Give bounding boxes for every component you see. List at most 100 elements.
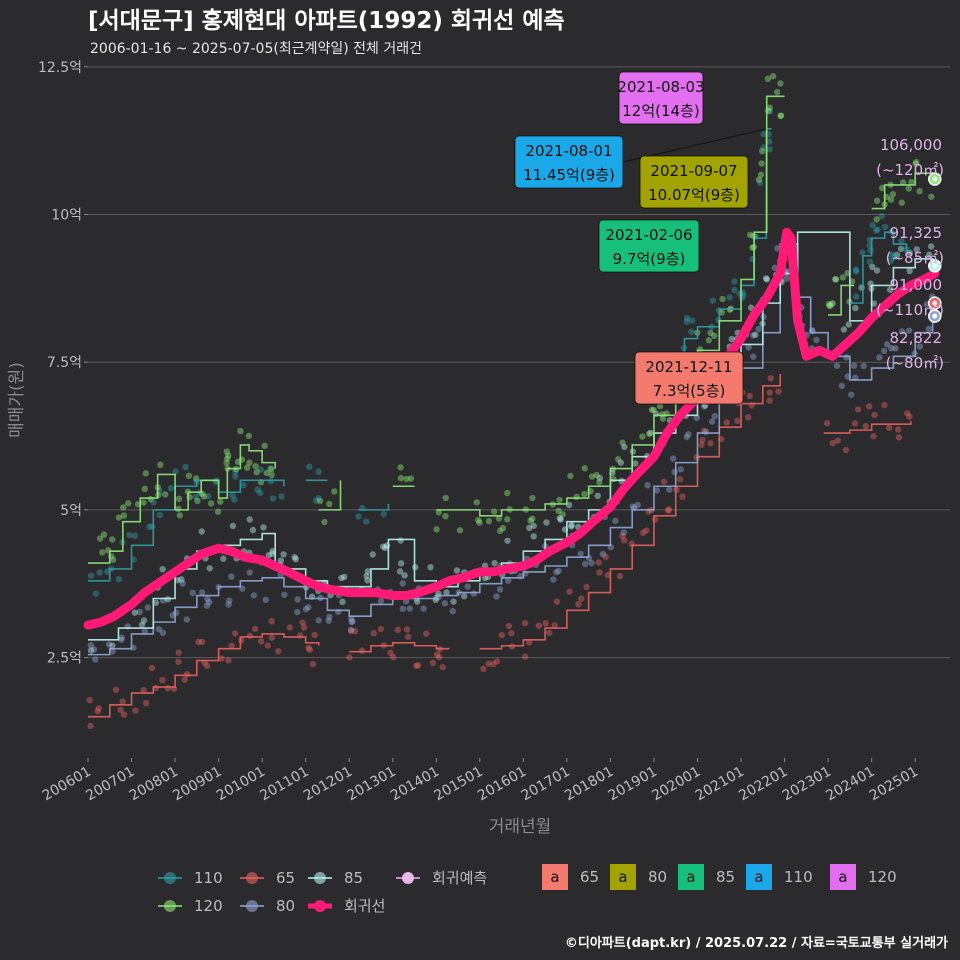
data-point [758, 160, 765, 167]
data-point [760, 130, 767, 138]
legend-box-label: 110 [784, 868, 813, 886]
data-point [226, 597, 233, 604]
data-point [321, 518, 328, 526]
data-point [557, 516, 564, 523]
data-point [406, 605, 413, 612]
data-point [897, 245, 905, 253]
x-tick-label: 202201 [736, 764, 790, 805]
data-point [665, 507, 672, 514]
data-point [731, 278, 738, 285]
data-point [658, 411, 666, 418]
data-point [294, 596, 301, 603]
data-point [92, 590, 100, 597]
data-point [231, 496, 238, 503]
data-point [414, 662, 422, 669]
data-point [347, 627, 355, 635]
data-point [204, 493, 212, 500]
series-line-120 [828, 284, 855, 316]
annotation-date: 2021-12-11 [645, 358, 732, 376]
data-point [138, 621, 146, 628]
data-point [253, 469, 260, 476]
data-point [401, 572, 408, 579]
data-point [331, 488, 338, 495]
data-point [95, 705, 102, 712]
data-point [555, 507, 562, 515]
data-point [826, 302, 833, 310]
data-point [888, 345, 895, 352]
x-tick-label: 201301 [344, 764, 398, 805]
data-point [559, 511, 566, 518]
data-point [578, 595, 585, 602]
data-point [873, 216, 880, 223]
data-point [175, 649, 182, 656]
series-line-65 [823, 421, 912, 434]
data-point [118, 634, 126, 641]
data-point [866, 258, 874, 266]
forecast-points: 106,000 (~120㎡) 91,325 (~85㎡) 91,000 (~110㎡) 8… [876, 136, 944, 372]
data-point [338, 574, 345, 582]
data-point [777, 80, 784, 87]
data-point [905, 185, 912, 192]
data-point [94, 707, 101, 715]
data-point [229, 492, 236, 499]
data-point [604, 571, 612, 579]
data-point [702, 428, 710, 436]
data-point [369, 551, 376, 558]
data-point [172, 609, 180, 617]
data-point [152, 599, 160, 606]
data-point [325, 617, 332, 624]
regression-line [83, 227, 940, 630]
data-point [711, 332, 718, 340]
data-point [363, 572, 370, 580]
data-point [750, 353, 757, 360]
data-point [257, 638, 265, 645]
data-point [175, 505, 182, 513]
data-point [341, 573, 348, 581]
data-point [156, 511, 163, 519]
data-point [441, 600, 449, 607]
data-point [229, 522, 237, 530]
data-point [698, 441, 705, 448]
data-point [669, 455, 677, 462]
data-point [749, 332, 757, 339]
data-point [832, 276, 839, 283]
data-point [581, 490, 588, 498]
data-point [739, 289, 746, 296]
data-point [120, 504, 127, 511]
data-point [899, 179, 907, 186]
data-point [109, 642, 116, 649]
data-point [913, 246, 920, 253]
data-point [203, 602, 211, 609]
data-point [898, 237, 905, 245]
data-point [566, 588, 573, 595]
data-point [251, 625, 259, 633]
data-point [530, 533, 537, 540]
data-point [752, 331, 759, 339]
data-point [688, 328, 695, 335]
data-point [485, 517, 493, 525]
data-point [99, 549, 106, 556]
data-point [839, 274, 847, 281]
data-point [140, 617, 148, 624]
data-point [157, 461, 164, 468]
data-point [708, 418, 716, 425]
data-point [865, 403, 873, 410]
data-point [87, 647, 95, 654]
data-point [200, 493, 207, 500]
data-point [150, 499, 157, 506]
data-point [734, 417, 741, 425]
data-point [364, 568, 372, 575]
series-line-110 [849, 231, 908, 304]
data-point [573, 493, 580, 501]
data-point [228, 642, 235, 649]
data-point [759, 147, 766, 155]
data-point [245, 432, 253, 440]
series-line-120 [88, 444, 277, 564]
data-point [583, 583, 590, 591]
data-point [644, 482, 651, 489]
data-point [905, 327, 913, 334]
data-point [491, 559, 498, 567]
data-point [119, 698, 126, 705]
data-point [246, 569, 253, 576]
data-point [346, 654, 353, 661]
